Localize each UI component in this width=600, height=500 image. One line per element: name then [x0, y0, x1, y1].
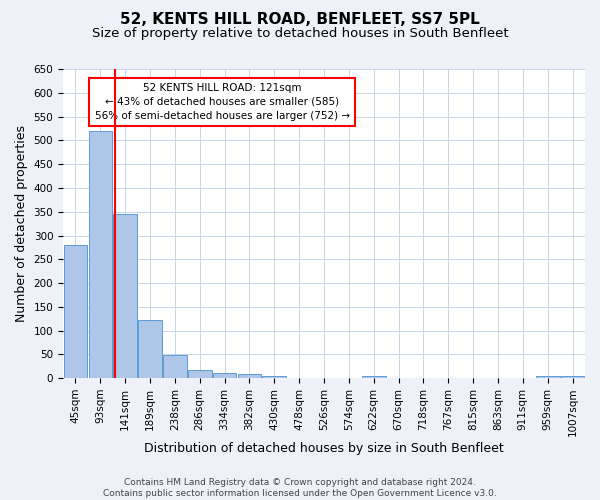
Bar — [89, 131, 112, 378]
Bar — [163, 356, 187, 378]
Bar — [113, 214, 137, 378]
Bar — [188, 370, 212, 378]
Text: 52 KENTS HILL ROAD: 121sqm
← 43% of detached houses are smaller (585)
56% of sem: 52 KENTS HILL ROAD: 121sqm ← 43% of deta… — [95, 83, 350, 121]
Bar — [262, 376, 286, 378]
Bar — [138, 320, 162, 378]
Text: Size of property relative to detached houses in South Benfleet: Size of property relative to detached ho… — [92, 28, 508, 40]
Y-axis label: Number of detached properties: Number of detached properties — [15, 125, 28, 322]
Bar — [536, 376, 560, 378]
X-axis label: Distribution of detached houses by size in South Benfleet: Distribution of detached houses by size … — [144, 442, 504, 455]
Bar — [238, 374, 261, 378]
Text: Contains HM Land Registry data © Crown copyright and database right 2024.
Contai: Contains HM Land Registry data © Crown c… — [103, 478, 497, 498]
Text: 52, KENTS HILL ROAD, BENFLEET, SS7 5PL: 52, KENTS HILL ROAD, BENFLEET, SS7 5PL — [120, 12, 480, 28]
Bar — [362, 376, 386, 378]
Bar — [64, 245, 87, 378]
Bar — [213, 373, 236, 378]
Bar — [561, 376, 584, 378]
